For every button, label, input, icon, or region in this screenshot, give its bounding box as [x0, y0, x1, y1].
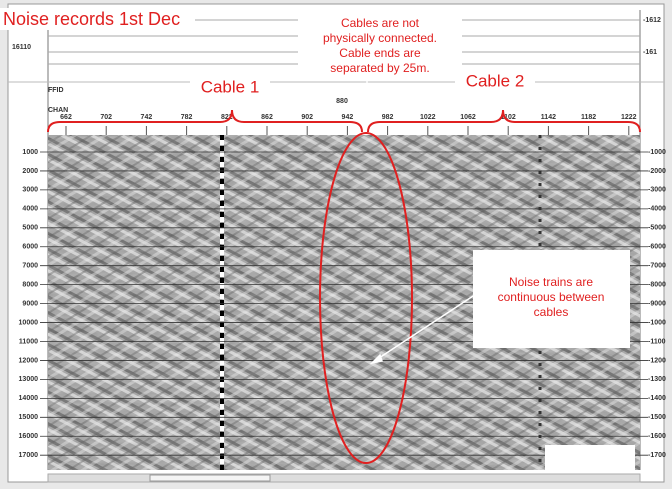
- annotation-text: Noise trains are: [509, 275, 593, 289]
- channel-label: 822: [221, 114, 233, 121]
- right-axis-label: -1700: [648, 452, 666, 459]
- left-axis-label: 15000: [19, 414, 39, 421]
- channel-label: 1142: [541, 114, 556, 121]
- right-top: -1612: [643, 17, 661, 24]
- ffid-value: 16110: [12, 44, 31, 51]
- right-axis-label: -3000: [648, 187, 666, 194]
- annotation-text: continuous between: [498, 290, 605, 304]
- title: Noise records 1st Dec: [3, 9, 180, 29]
- left-axis-label: 10000: [19, 319, 39, 326]
- ffid-label: FFID: [48, 87, 64, 94]
- annotation-text: Cable ends are: [339, 46, 421, 60]
- right-axis-label: -1400: [648, 395, 666, 402]
- left-axis-label: 2000: [22, 168, 38, 175]
- right-axis-label: -4000: [648, 206, 666, 213]
- channel-label: 742: [141, 114, 153, 121]
- cable2-brace: [367, 109, 641, 133]
- right-axis-label: -1600: [648, 433, 666, 440]
- channel-label: 1222: [621, 114, 637, 121]
- right-top: -161: [643, 49, 657, 56]
- right-axis-label: -1000: [648, 319, 666, 326]
- channel-label: 862: [261, 114, 273, 121]
- channel-label: 1182: [581, 114, 596, 121]
- channel-label: 982: [382, 114, 394, 121]
- right-axis-label: -1000: [648, 149, 666, 156]
- left-axis-label: 5000: [22, 225, 38, 232]
- right-axis-label: -7000: [648, 263, 666, 270]
- left-axis-label: 12000: [19, 357, 39, 364]
- chan-label: CHAN: [48, 107, 68, 114]
- right-axis-label: -6000: [648, 244, 666, 251]
- annotation-text: Cables are not: [341, 16, 420, 30]
- annotation-text: cables: [534, 305, 569, 319]
- blank-box: [545, 445, 635, 470]
- channel-label: 662: [60, 114, 72, 121]
- annotation-text: physically connected.: [323, 31, 437, 45]
- left-axis-label: 4000: [22, 206, 38, 213]
- channel-label: 902: [301, 114, 313, 121]
- left-axis-label: 3000: [22, 187, 38, 194]
- left-axis-label: 7000: [22, 263, 38, 270]
- right-axis-label: -1100: [648, 338, 666, 345]
- right-axis-label: -1200: [648, 357, 666, 364]
- channel-label: 782: [181, 114, 193, 121]
- left-axis-label: 13000: [19, 376, 39, 383]
- left-axis-label: 11000: [19, 338, 38, 345]
- right-axis-label: -8000: [648, 281, 666, 288]
- scrollbar[interactable]: [47, 473, 641, 483]
- right-axis-label: -1500: [648, 414, 666, 421]
- right-axis-label: -5000: [648, 225, 666, 232]
- scroll-thumb[interactable]: [149, 474, 271, 482]
- left-axis-label: 6000: [22, 244, 38, 251]
- label-box: [455, 68, 535, 94]
- channel-label: 1102: [501, 114, 516, 121]
- title-box: [0, 8, 195, 30]
- channel-label: 1062: [460, 114, 476, 121]
- note-box: [473, 250, 630, 348]
- label-box: [190, 74, 270, 100]
- cable1-label: Cable 1: [201, 77, 260, 96]
- left-axis-label: 9000: [22, 300, 38, 307]
- channel-label: 1022: [420, 114, 436, 121]
- right-axis-label: -9000: [648, 300, 666, 307]
- center-label: 880: [336, 98, 348, 105]
- channel-label: 702: [100, 114, 112, 121]
- left-axis-label: 14000: [19, 395, 39, 402]
- left-axis-label: 17000: [19, 452, 39, 459]
- cable2-label: Cable 2: [466, 71, 525, 90]
- channel-label: 942: [342, 114, 354, 121]
- cable1-brace: [47, 109, 363, 133]
- annotation-text: separated by 25m.: [330, 61, 429, 75]
- left-axis-label: 16000: [19, 433, 39, 440]
- left-axis-label: 1000: [22, 149, 38, 156]
- highlight-ellipse: [319, 132, 413, 464]
- right-axis-label: -1300: [648, 376, 666, 383]
- right-axis-label: -2000: [648, 168, 666, 175]
- note-box: [298, 12, 462, 80]
- left-axis-label: 8000: [22, 281, 38, 288]
